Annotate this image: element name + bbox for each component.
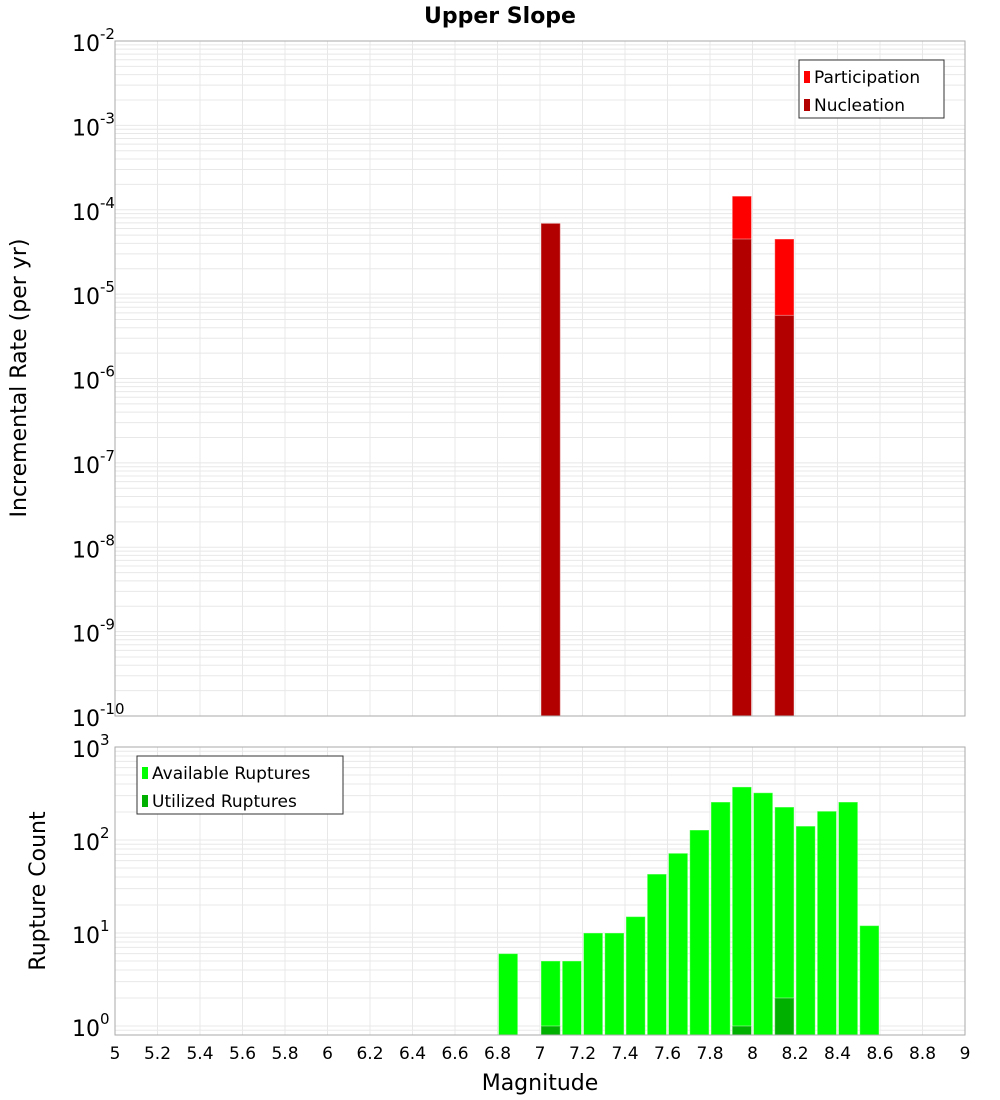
x-axis-label: Magnitude xyxy=(482,1071,599,1096)
bar-nucleation xyxy=(731,238,752,717)
x-tick-label: 5 xyxy=(110,1044,121,1064)
x-tick-label: 6.2 xyxy=(356,1044,383,1064)
x-tick-label: 6.6 xyxy=(441,1044,468,1064)
bottom-y-axis-label: Rupture Count xyxy=(26,811,51,971)
top-plot: 10-10 10-9 10-8 10-7 10-6 10-5 10-4 10-3 10-2 Par… xyxy=(72,25,966,732)
chart-title: Upper Slope xyxy=(424,4,576,29)
x-tick-label: 7.8 xyxy=(696,1044,723,1064)
x-tick-label: 6 xyxy=(322,1044,333,1064)
x-tick-label: 7.2 xyxy=(569,1044,596,1064)
bar-utilized-ruptures xyxy=(540,1025,561,1036)
bottom-plot: 100 101 102 103 5 5.2 5.4 5.6 5.8 6 6.2 6.4 6.6 6.8 7 7… xyxy=(72,731,970,1064)
bar-available-ruptures xyxy=(816,810,837,1036)
legend-box xyxy=(798,59,945,119)
x-tick-label: 5.8 xyxy=(271,1044,298,1064)
bar-available-ruptures xyxy=(710,801,731,1036)
x-tick-label: 7 xyxy=(535,1044,546,1064)
bar-available-ruptures xyxy=(838,801,859,1036)
y-tick-label: 10-3 xyxy=(72,109,115,141)
bar-nucleation xyxy=(774,314,795,717)
x-tick-label: 8.4 xyxy=(824,1044,851,1064)
y-tick-label: 100 xyxy=(72,1010,110,1042)
y-tick-label: 102 xyxy=(72,824,110,856)
x-tick-label: 8 xyxy=(747,1044,758,1064)
y-tick-label: 103 xyxy=(72,731,110,763)
x-tick-label: 8.8 xyxy=(909,1044,936,1064)
legend-label: Available Ruptures xyxy=(152,764,310,784)
legend-swatch xyxy=(142,767,148,779)
bar-available-ruptures xyxy=(753,792,774,1036)
bar-available-ruptures xyxy=(540,960,561,1036)
bar-available-ruptures xyxy=(731,786,752,1036)
y-tick-label: 10-4 xyxy=(72,194,115,226)
y-tick-label: 10-9 xyxy=(72,616,115,648)
x-tick-label: 7.4 xyxy=(611,1044,638,1064)
bar-available-ruptures xyxy=(859,925,880,1036)
bar-utilized-ruptures xyxy=(731,1025,752,1036)
bar-available-ruptures xyxy=(498,953,519,1036)
legend-label: Participation xyxy=(814,68,920,88)
x-tick-label: 9 xyxy=(960,1044,971,1064)
legend-label: Nucleation xyxy=(814,96,905,116)
legend-swatch xyxy=(804,71,810,83)
bar-available-ruptures xyxy=(583,932,604,1036)
bar-available-ruptures xyxy=(604,932,625,1036)
bar-available-ruptures xyxy=(689,829,710,1036)
y-tick-label: 10-6 xyxy=(72,363,115,395)
top-y-axis-label: Incremental Rate (per yr) xyxy=(7,239,32,518)
bar-nucleation xyxy=(540,222,561,717)
legend-swatch xyxy=(804,99,810,111)
x-tick-label: 8.2 xyxy=(781,1044,808,1064)
y-tick-label: 10-2 xyxy=(72,25,115,57)
legend-swatch xyxy=(142,795,148,807)
y-tick-label: 10-5 xyxy=(72,278,115,310)
x-tick-label: 5.2 xyxy=(144,1044,171,1064)
x-tick-label: 8.6 xyxy=(866,1044,893,1064)
y-tick-label: 101 xyxy=(72,917,110,949)
y-tick-label: 10-7 xyxy=(72,447,115,479)
plot-border xyxy=(114,746,966,1036)
y-tick-label: 10-10 xyxy=(72,700,125,732)
x-tick-label: 6.4 xyxy=(399,1044,426,1064)
legend-label: Utilized Ruptures xyxy=(152,792,297,812)
plot-border xyxy=(114,40,966,717)
bar-available-ruptures xyxy=(625,916,646,1036)
y-tick-label: 10-8 xyxy=(72,531,115,563)
x-tick-label: 5.6 xyxy=(229,1044,256,1064)
bar-available-ruptures xyxy=(646,873,667,1036)
bar-available-ruptures xyxy=(668,852,689,1036)
bar-available-ruptures xyxy=(795,825,816,1036)
bar-available-ruptures xyxy=(561,960,582,1036)
x-tick-label: 7.6 xyxy=(654,1044,681,1064)
legend-box xyxy=(136,755,344,815)
x-tick-label: 6.8 xyxy=(484,1044,511,1064)
x-tick-label: 5.4 xyxy=(186,1044,213,1064)
bar-utilized-ruptures xyxy=(774,997,795,1036)
